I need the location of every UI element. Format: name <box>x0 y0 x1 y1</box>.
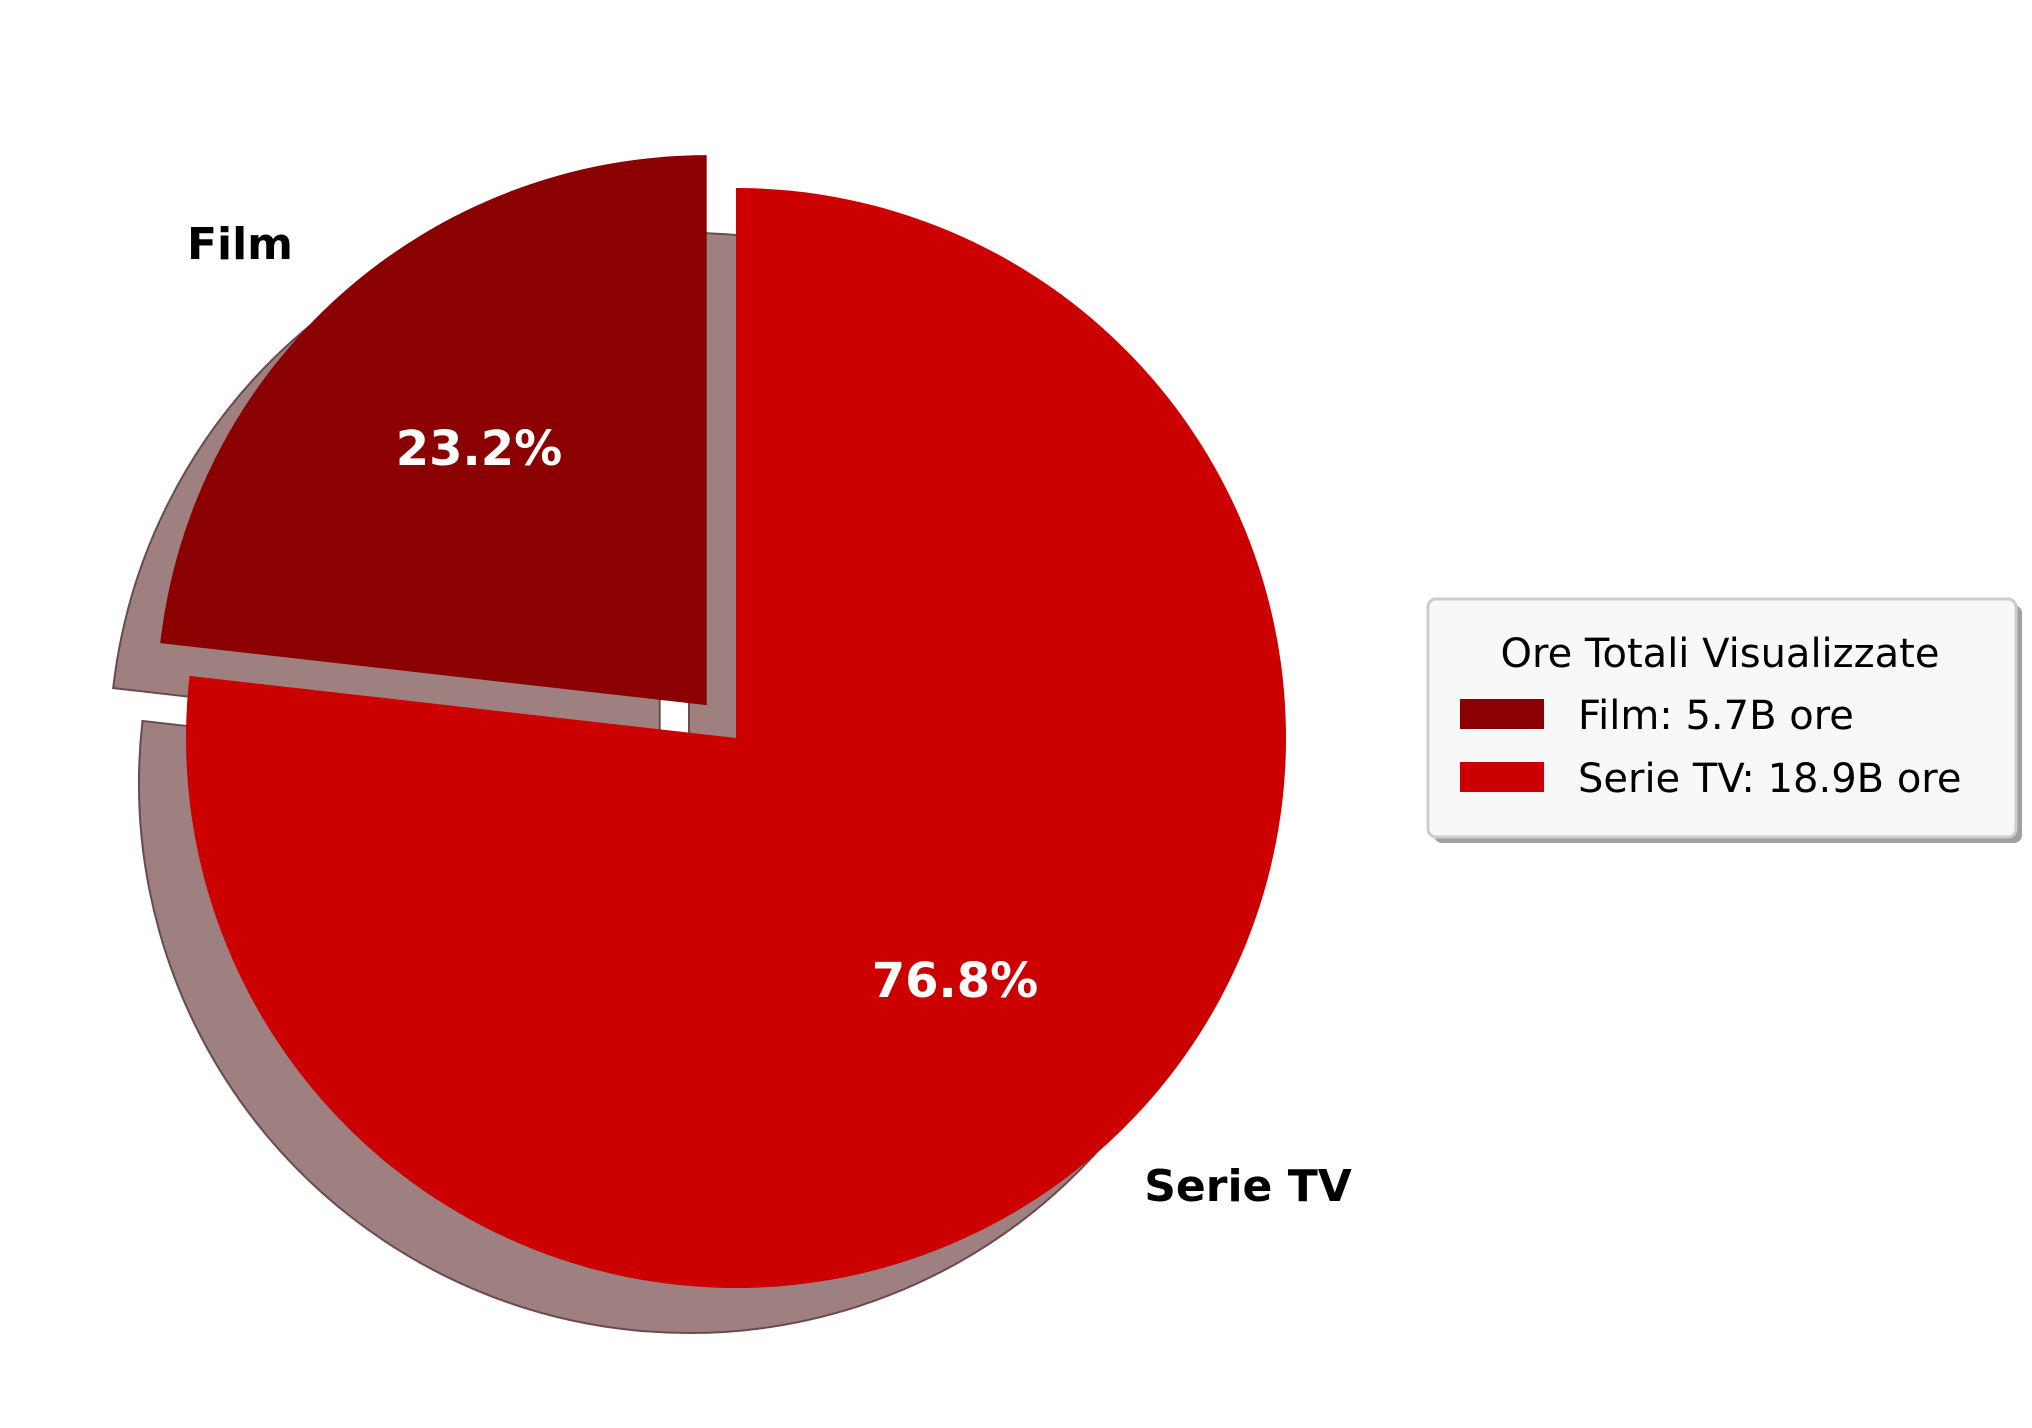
slice-film <box>160 155 707 706</box>
percent-label-serie-tv: 76.8% <box>872 953 1039 1009</box>
legend: Ore Totali Visualizzate Film: 5.7B ore S… <box>1426 597 2022 843</box>
percent-label-film: 23.2% <box>396 421 563 477</box>
legend-entry-serie-tv: Serie TV: 18.9B ore <box>1578 756 1961 802</box>
legend-swatch-film <box>1460 699 1544 729</box>
legend-swatch-serie-tv <box>1460 762 1544 792</box>
slice-label-film: Film <box>187 219 293 270</box>
legend-entry-film: Film: 5.7B ore <box>1578 693 1854 739</box>
slice-label-serie-tv: Serie TV <box>1144 1161 1352 1212</box>
legend-title: Ore Totali Visualizzate <box>1501 631 1940 677</box>
legend-box <box>1426 597 2018 839</box>
pie-labels: Film Serie TV 23.2% 76.8% <box>187 219 1352 1212</box>
pie-slices <box>160 155 1286 1288</box>
slice-serie-tv <box>185 188 1286 1288</box>
